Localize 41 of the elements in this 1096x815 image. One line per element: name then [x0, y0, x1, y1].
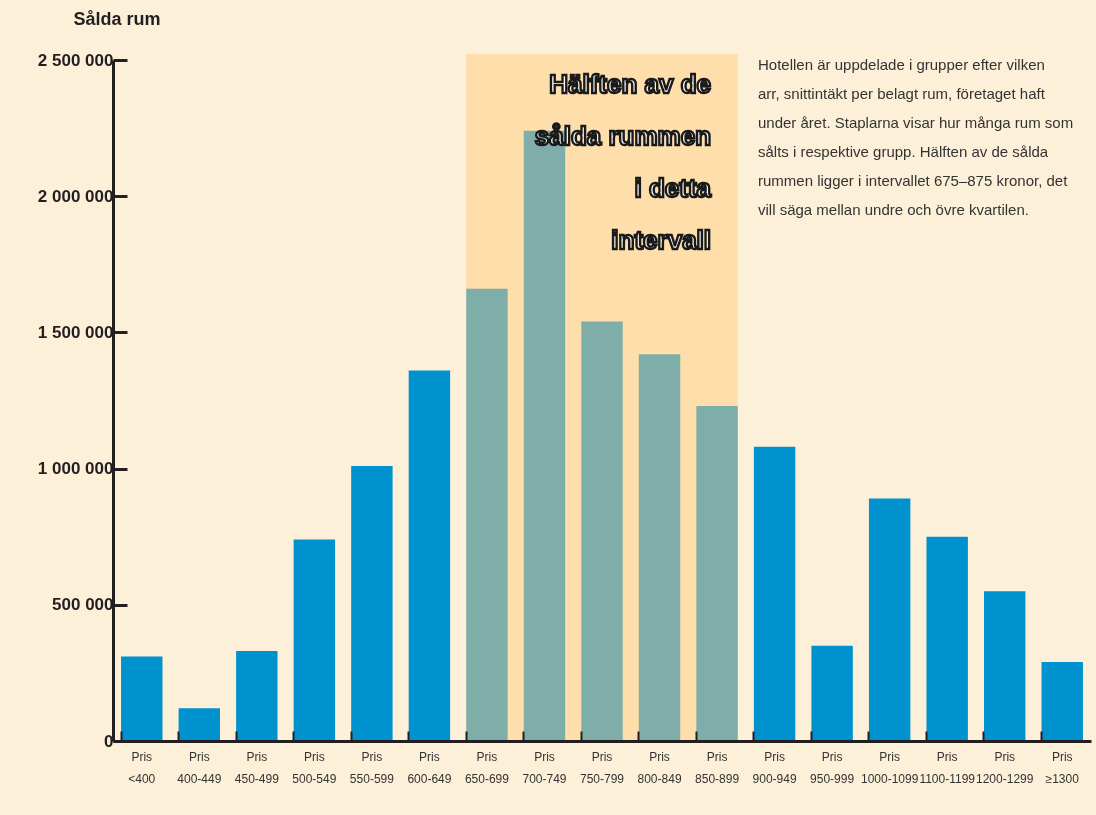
- y-tick-label: 500 000: [52, 595, 114, 615]
- x-tick-label: Pris 1100-1199: [919, 749, 976, 786]
- bar: [408, 370, 451, 741]
- bar: [121, 656, 163, 741]
- y-tick-label: 1 000 000: [37, 459, 114, 479]
- bar: [178, 708, 220, 741]
- bar: [696, 405, 738, 741]
- x-tick-label: Pris 900-949: [752, 749, 797, 786]
- y-tick-label: 1 500 000: [37, 322, 114, 342]
- bar: [293, 539, 336, 741]
- x-tick-label: Pris 400-449: [177, 749, 222, 786]
- bar: [236, 651, 278, 741]
- bar: [811, 645, 853, 741]
- bar: [753, 446, 796, 741]
- bar: [984, 591, 1026, 741]
- x-tick-label: Pris 1200-1299: [976, 749, 1034, 786]
- bar: [466, 288, 508, 741]
- bar: [351, 465, 393, 741]
- bar: [868, 498, 911, 741]
- x-tick-label: Pris 500-549: [292, 749, 337, 786]
- x-tick-label: Pris 1000-1099: [860, 749, 919, 786]
- y-tick-label: 2 500 000: [37, 50, 114, 70]
- x-tick-label: Pris 550-599: [349, 749, 395, 786]
- x-tick-label: Pris 700-749: [522, 749, 567, 786]
- x-tick-label: Pris 650-699: [464, 749, 510, 786]
- bar: [638, 354, 681, 741]
- x-tick-label: Pris 800-849: [637, 749, 682, 786]
- x-tick-label: Pris 450-499: [234, 749, 280, 786]
- x-tick-label: Pris ≥1300: [1045, 749, 1080, 786]
- x-tick-label: Pris <400: [128, 749, 156, 786]
- bar: [581, 321, 623, 741]
- x-tick-label: Pris 950-999: [810, 749, 855, 786]
- x-tick-label: Pris 600-649: [407, 749, 452, 786]
- y-tick-label: 0: [104, 731, 114, 751]
- annotation: Hotellen är uppdelade i grupper efter vilken arr, snittintäkt per belagt rum, företaget haft under året. Staplarna visar hur många rum som sålts i respektive grupp. Hälften av de sålda rummen ligger i intervallet 675–875 kronor, det vill säga mellan undre och övre kvartilen.: [758, 56, 1074, 218]
- x-tick-label: Pris 750-799: [579, 749, 625, 786]
- y-axis-title: Sålda rum: [73, 8, 161, 29]
- bar: [926, 536, 968, 741]
- y-tick-label: 2 000 000: [37, 186, 114, 206]
- bar: [1041, 662, 1083, 741]
- x-tick-label: Pris 850-899: [695, 749, 740, 786]
